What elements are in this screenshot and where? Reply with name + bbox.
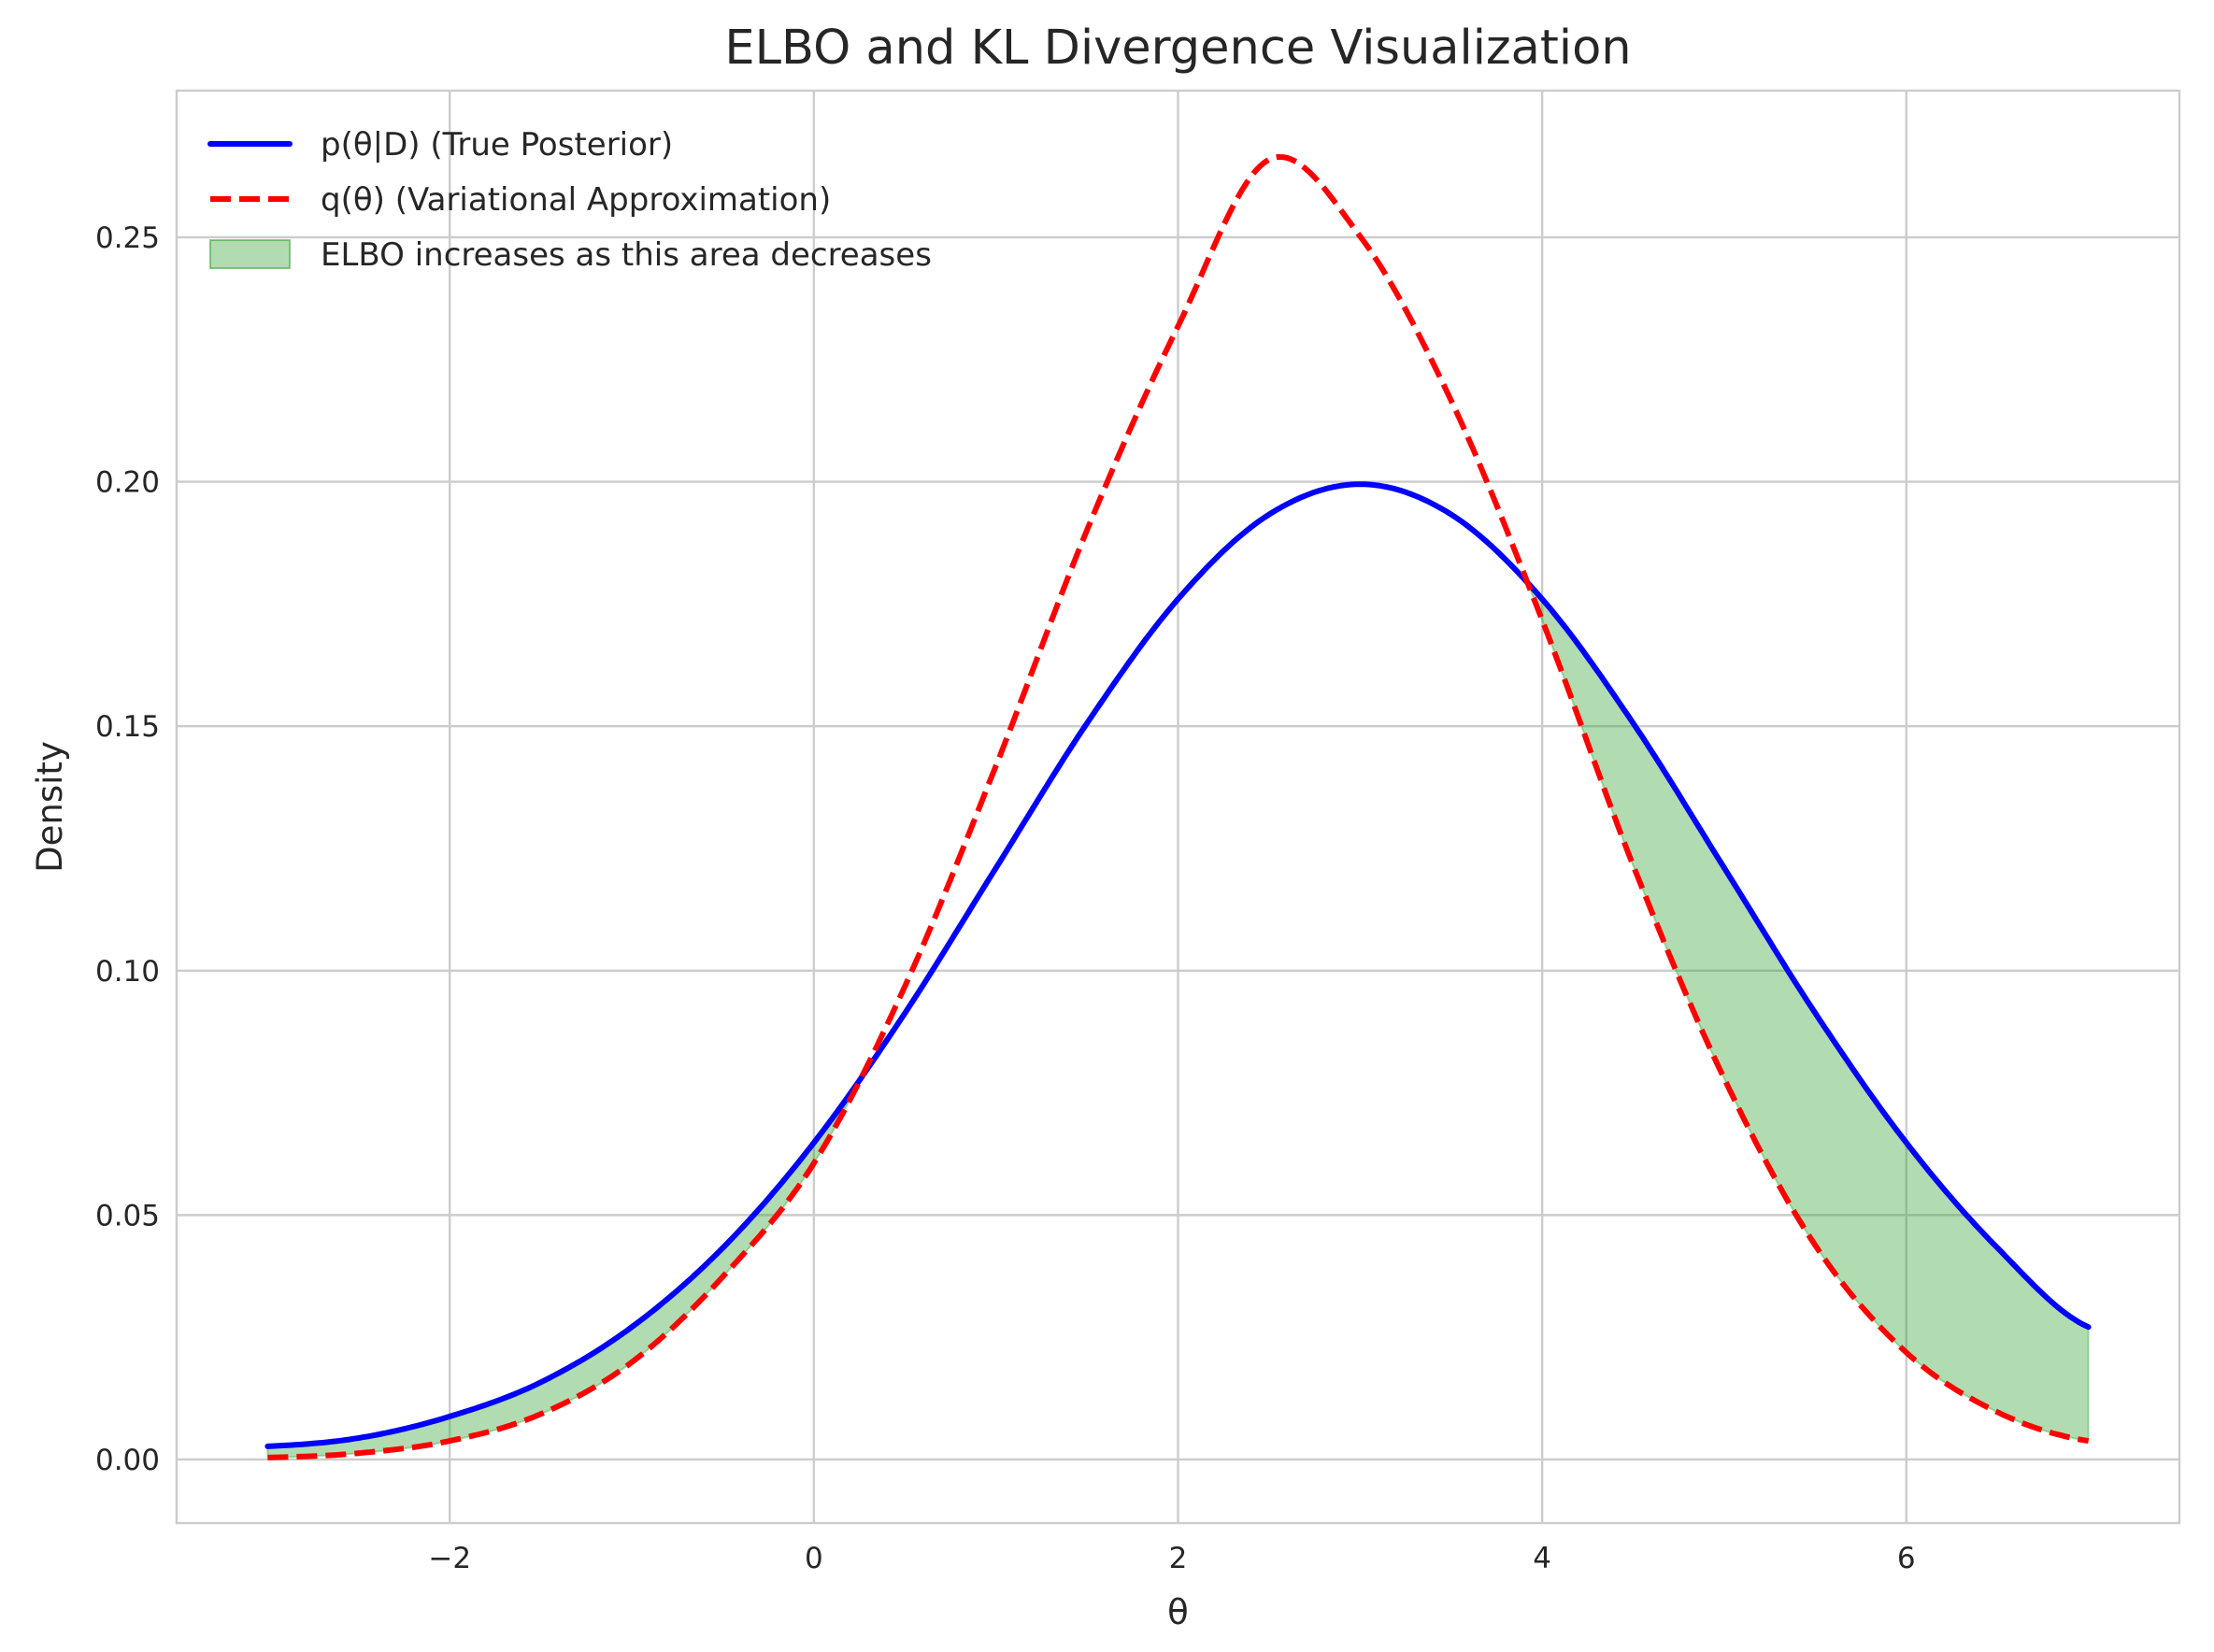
series-line-variational bbox=[267, 154, 2090, 1460]
x-tick-label: 2 bbox=[1169, 1542, 1188, 1575]
x-tick-label: 6 bbox=[1897, 1542, 1916, 1575]
y-tick-label: 0.25 bbox=[95, 221, 160, 255]
y-tick-label: 0.05 bbox=[95, 1199, 160, 1232]
legend: p(θ|D) (True Posterior) q(θ) (Variationa… bbox=[207, 126, 932, 274]
series-layer bbox=[264, 154, 2092, 1460]
y-axis-label: Density bbox=[30, 741, 70, 873]
x-tick-label: 4 bbox=[1533, 1542, 1551, 1575]
y-tick-label: 0.00 bbox=[95, 1444, 160, 1477]
y-axis-ticks: 0.00 0.05 0.10 0.15 0.20 0.25 bbox=[95, 221, 160, 1477]
x-tick-label: 0 bbox=[805, 1542, 823, 1575]
legend-label-variational: q(θ) (Variational Approximation) bbox=[321, 181, 831, 219]
x-axis-ticks: −2 0 2 4 6 bbox=[428, 1542, 1915, 1575]
series-line-posterior bbox=[264, 481, 2092, 1449]
chart-title: ELBO and KL Divergence Visualization bbox=[724, 21, 1631, 76]
legend-swatch-elbo-area bbox=[209, 239, 291, 269]
legend-label-elbo-area: ELBO increases as this area decreases bbox=[321, 236, 932, 274]
plot-frame bbox=[175, 89, 2181, 1525]
y-tick-label: 0.10 bbox=[95, 955, 160, 989]
elbo-fill-area bbox=[1527, 581, 2090, 1443]
x-tick-label: −2 bbox=[428, 1542, 471, 1575]
y-tick-label: 0.20 bbox=[95, 466, 160, 500]
x-axis-label: θ bbox=[1167, 1592, 1189, 1632]
y-tick-label: 0.15 bbox=[95, 710, 160, 744]
legend-label-posterior: p(θ|D) (True Posterior) bbox=[321, 126, 673, 164]
